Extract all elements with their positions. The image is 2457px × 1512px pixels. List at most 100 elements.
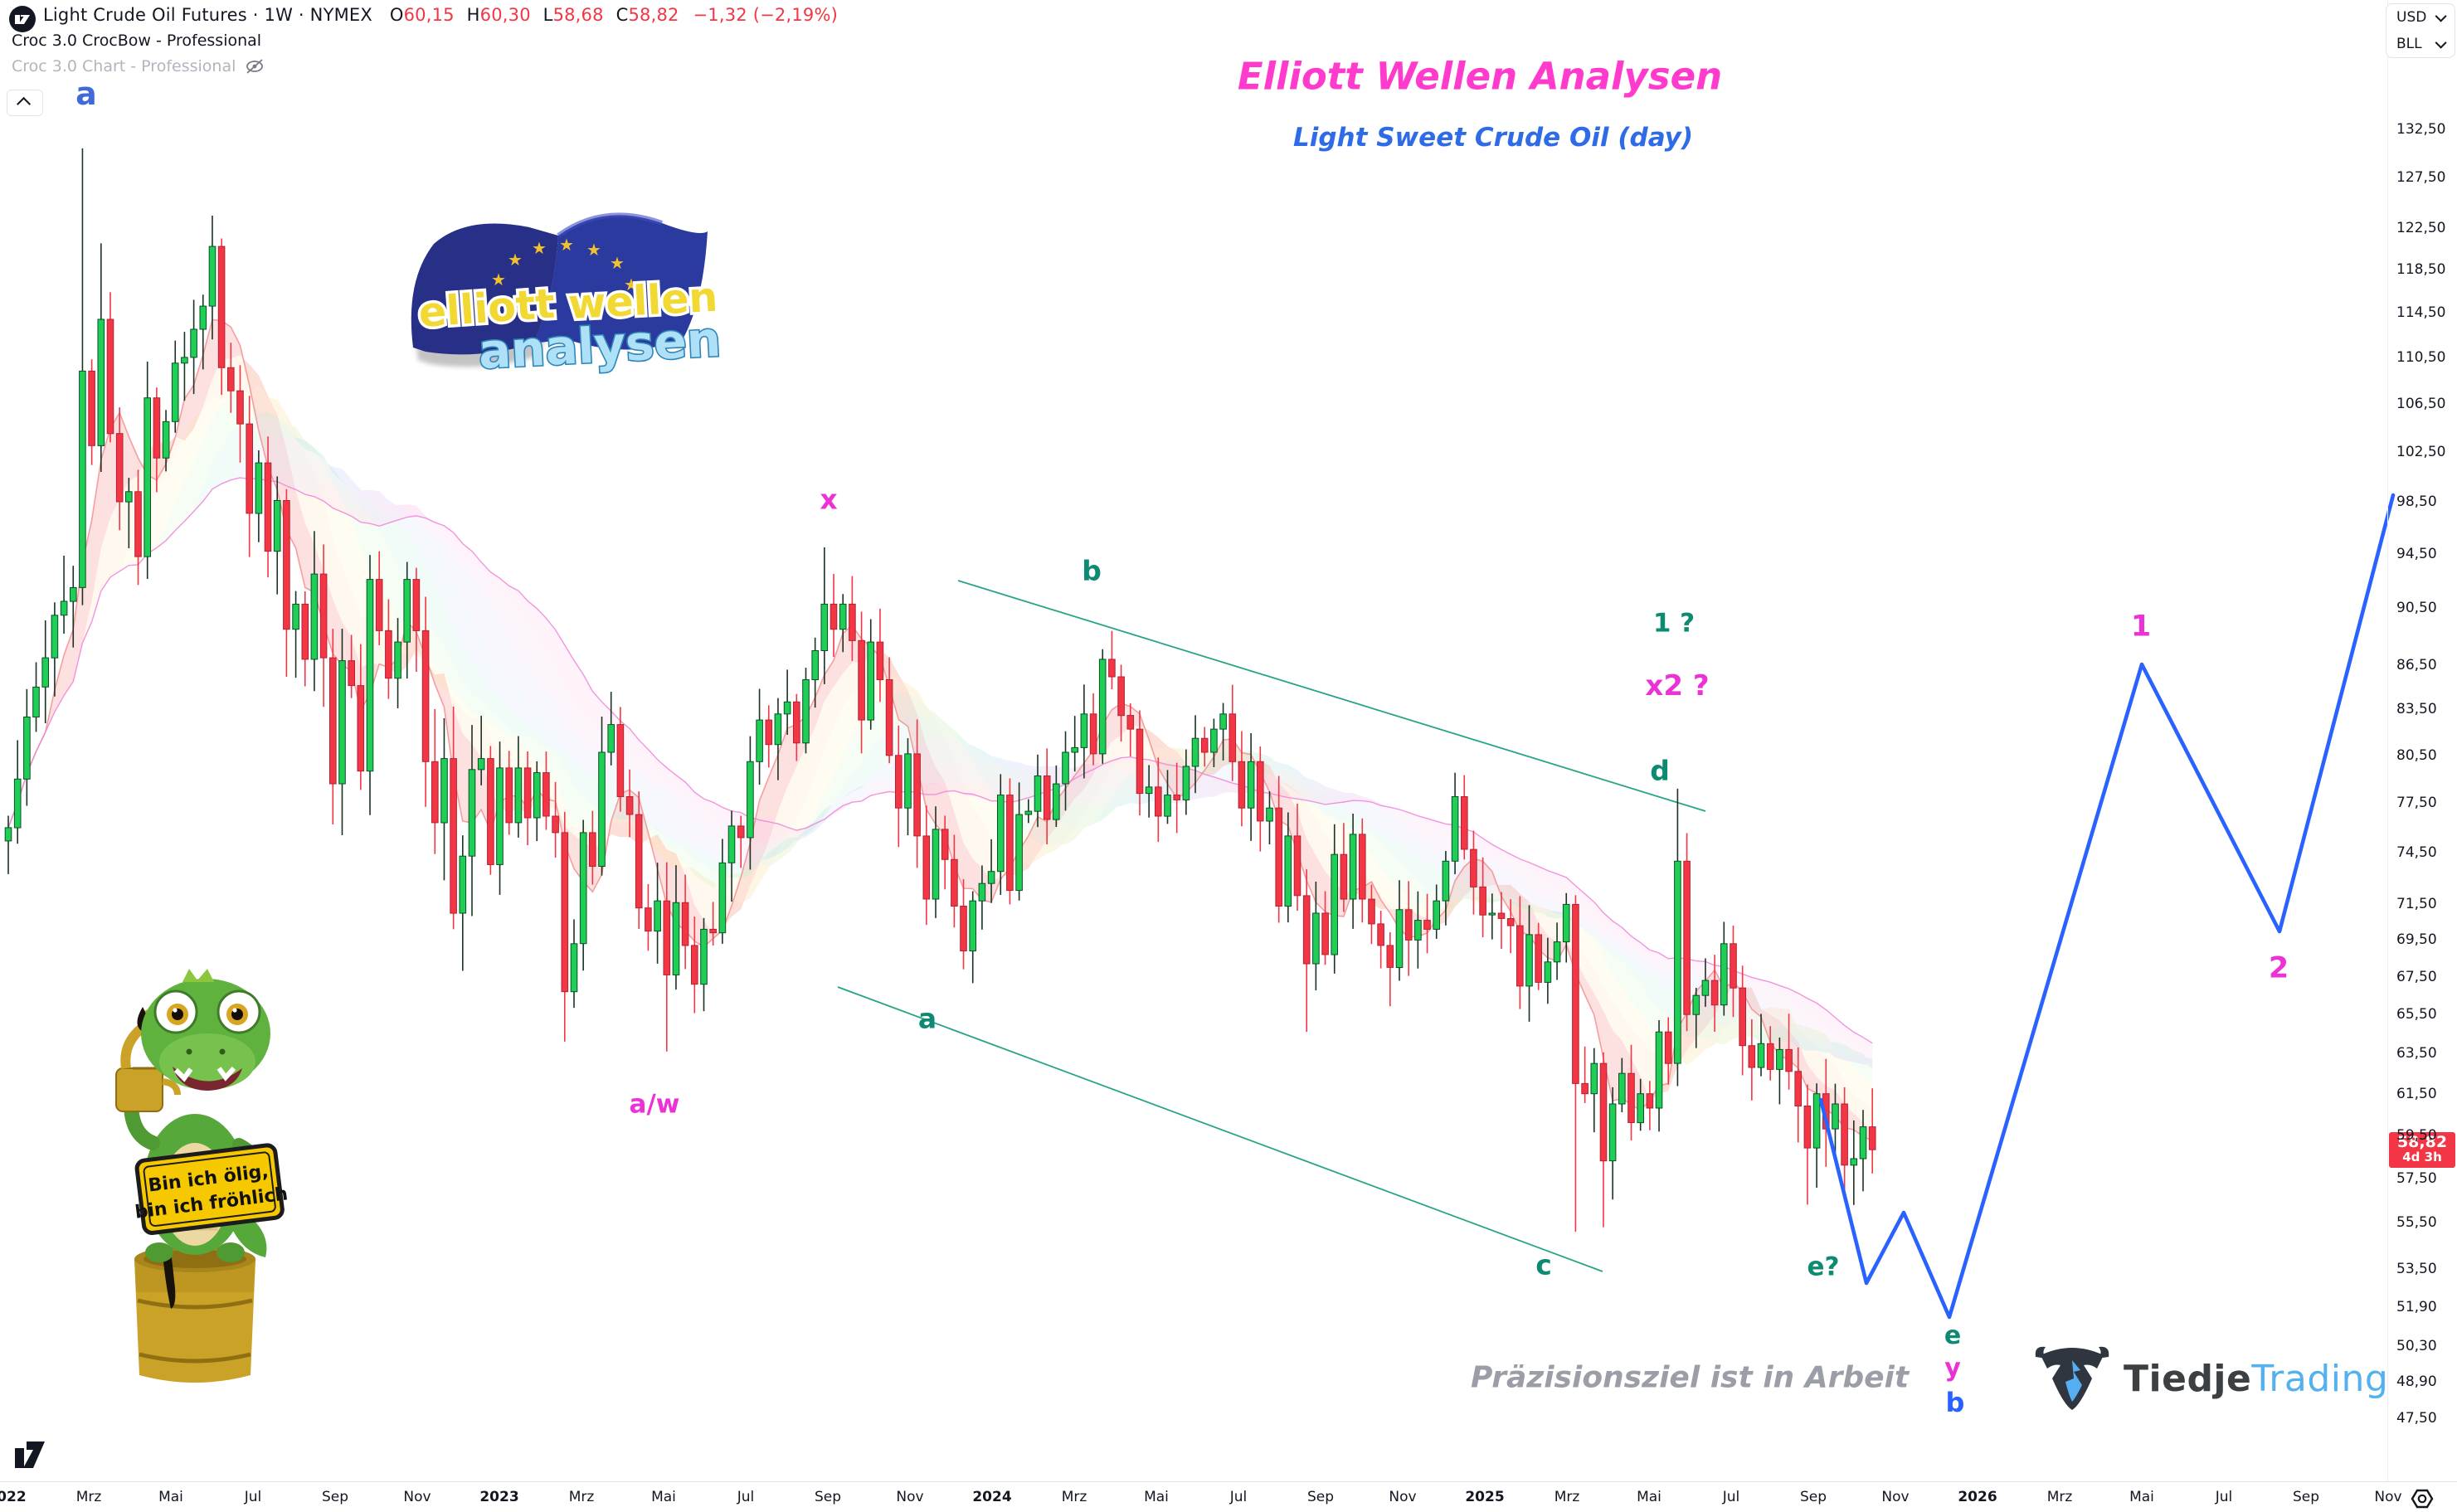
time-axis-label[interactable]: Sep xyxy=(321,1489,349,1505)
time-axis-label[interactable]: Sep xyxy=(1799,1489,1827,1505)
indicator-crocbow-label[interactable]: Croc 3.0 CrocBow - Professional xyxy=(12,32,262,50)
unit-selector[interactable]: BLL xyxy=(2386,31,2455,57)
indicator-chart-label[interactable]: Croc 3.0 Chart - Professional xyxy=(12,57,265,75)
time-axis-label[interactable]: Sep xyxy=(2292,1489,2320,1505)
time-axis-label[interactable]: 2025 xyxy=(1465,1489,1505,1505)
wave-label-b[interactable]: b xyxy=(1082,554,1102,587)
price-axis-label[interactable]: 67,50 xyxy=(2396,968,2437,985)
price-axis-label[interactable]: 114,50 xyxy=(2396,304,2446,322)
mascot-croc-image: Bin ich ölig, bin ich fröhlich xyxy=(83,936,307,1495)
wave-label-e[interactable]: e? xyxy=(1807,1252,1840,1282)
price-axis-label[interactable]: 59,50 xyxy=(2396,1126,2437,1144)
time-axis-label[interactable]: Nov xyxy=(896,1489,924,1505)
change-value: −1,32 (−2,19%) xyxy=(693,5,838,25)
eye-hidden-icon[interactable] xyxy=(244,57,265,75)
price-axis-label[interactable]: 71,50 xyxy=(2396,896,2437,913)
wave-label-a[interactable]: a xyxy=(917,1002,937,1035)
time-axis-label[interactable]: Nov xyxy=(1389,1489,1417,1505)
price-axis-label[interactable]: 55,50 xyxy=(2396,1214,2437,1232)
wave-label-x[interactable]: x xyxy=(820,483,838,516)
price-axis-label[interactable]: 132,50 xyxy=(2396,120,2446,138)
time-axis-label[interactable]: 2026 xyxy=(1958,1489,1997,1505)
time-axis-label[interactable]: Nov xyxy=(403,1489,431,1505)
price-axis-label[interactable]: 90,50 xyxy=(2396,600,2437,617)
tradingview-watermark-icon[interactable] xyxy=(13,1440,53,1470)
price-axis-label[interactable]: 122,50 xyxy=(2396,219,2446,236)
price-axis-label[interactable]: 106,50 xyxy=(2396,395,2446,412)
wave-label-2[interactable]: 2 xyxy=(2268,951,2289,985)
price-axis-label[interactable]: 57,50 xyxy=(2396,1169,2437,1187)
price-axis-label[interactable]: 63,50 xyxy=(2396,1045,2437,1062)
price-axis-label[interactable]: 127,50 xyxy=(2396,169,2446,187)
svg-text:★: ★ xyxy=(610,253,625,273)
price-axis-label[interactable]: 94,50 xyxy=(2396,545,2437,562)
time-axis-label[interactable]: Sep xyxy=(814,1489,842,1505)
price-axis-label[interactable]: 118,50 xyxy=(2396,261,2446,278)
scale-settings-hexagon-icon[interactable] xyxy=(2402,1486,2439,1511)
svg-text:★: ★ xyxy=(624,275,639,294)
wave-label-b[interactable]: b xyxy=(1945,1387,1965,1418)
currency-unit-panel: USD BLL xyxy=(2386,3,2455,58)
price-axis-label[interactable]: 102,50 xyxy=(2396,443,2446,460)
time-axis-label[interactable]: Jul xyxy=(737,1489,755,1505)
time-axis-label[interactable]: 2023 xyxy=(479,1489,519,1505)
time-axis-label[interactable]: Jul xyxy=(1722,1489,1740,1505)
price-axis-label[interactable]: 69,50 xyxy=(2396,931,2437,949)
time-axis-label[interactable]: Mai xyxy=(2129,1489,2154,1505)
price-axis-label[interactable]: 51,90 xyxy=(2396,1298,2437,1315)
time-axis-label[interactable]: Nov xyxy=(1881,1489,1910,1505)
time-axis-label[interactable]: 2022 xyxy=(0,1489,27,1505)
time-axis-label[interactable]: Mai xyxy=(1637,1489,1662,1505)
price-axis-label[interactable]: 74,50 xyxy=(2396,844,2437,862)
oil-barrel xyxy=(134,1246,279,1495)
symbol-title[interactable]: Light Crude Oil Futures · 1W · NYMEX xyxy=(43,5,372,25)
bar-countdown: 4d 3h xyxy=(2402,1150,2442,1165)
chevron-down-icon xyxy=(2435,36,2447,49)
wave-label-c[interactable]: c xyxy=(1535,1248,1552,1281)
wave-label-e[interactable]: e xyxy=(1944,1321,1962,1350)
mascot-sign: Bin ich ölig, bin ich fröhlich xyxy=(134,1143,289,1235)
time-axis-label[interactable]: Mai xyxy=(158,1489,183,1505)
time-axis-label[interactable]: Mrz xyxy=(1061,1489,1087,1505)
time-axis-label[interactable]: Mai xyxy=(651,1489,676,1505)
price-axis-label[interactable]: 47,50 xyxy=(2396,1409,2437,1427)
time-axis-label[interactable]: Mrz xyxy=(568,1489,595,1505)
symbol-header[interactable]: Light Crude Oil Futures · 1W · NYMEX O60… xyxy=(43,5,838,25)
collapse-panel-button[interactable] xyxy=(7,90,43,116)
wave-label-a[interactable]: a xyxy=(75,75,97,112)
price-axis-label[interactable]: 83,50 xyxy=(2396,701,2437,718)
time-axis-label[interactable]: Jul xyxy=(244,1489,262,1505)
channel-trendlines[interactable] xyxy=(837,580,1706,1272)
wave-label-1[interactable]: 1 xyxy=(2130,610,2152,644)
elliott-wellen-analysen-logo: ★ ★ ★ ★ ★ ★ ★ ★ ★ elliott wellen analysen xyxy=(388,186,728,385)
price-axis-label[interactable]: 48,90 xyxy=(2396,1373,2437,1390)
tiedjetrading-logo[interactable]: TiedjeTrading xyxy=(2032,1342,2388,1415)
price-axis-label[interactable]: 65,50 xyxy=(2396,1006,2437,1023)
price-axis-label[interactable]: 98,50 xyxy=(2396,493,2437,511)
time-axis-label[interactable]: Mrz xyxy=(2046,1489,2073,1505)
time-axis-label[interactable]: Jul xyxy=(2215,1489,2233,1505)
price-axis-label[interactable]: 80,50 xyxy=(2396,746,2437,764)
price-axis-label[interactable]: 61,50 xyxy=(2396,1085,2437,1102)
price-axis-label[interactable]: 77,50 xyxy=(2396,795,2437,812)
price-axis-label[interactable]: 110,50 xyxy=(2396,348,2446,366)
currency-selector[interactable]: USD xyxy=(2386,4,2455,31)
time-axis-label[interactable]: Jul xyxy=(1229,1489,1248,1505)
wave-label-aw[interactable]: a/w xyxy=(629,1089,680,1120)
price-axis-label[interactable]: 86,50 xyxy=(2396,656,2437,673)
wave-label-1[interactable]: 1 ? xyxy=(1652,608,1696,639)
elliott-projection-line[interactable] xyxy=(1818,493,2396,1320)
time-axis-label[interactable]: Nov xyxy=(2374,1489,2402,1505)
wave-label-x2[interactable]: x2 ? xyxy=(1645,669,1710,703)
time-axis-label[interactable]: Mrz xyxy=(1554,1489,1580,1505)
price-axis-label[interactable]: 53,50 xyxy=(2396,1260,2437,1277)
wave-label-y[interactable]: y xyxy=(1944,1354,1961,1383)
price-axis-label[interactable]: 50,30 xyxy=(2396,1338,2437,1355)
time-axis-label[interactable]: Mrz xyxy=(75,1489,102,1505)
time-axis-label[interactable]: Mai xyxy=(1144,1489,1169,1505)
tradingview-logo-icon[interactable] xyxy=(8,5,38,35)
time-axis-label[interactable]: 2024 xyxy=(972,1489,1012,1505)
time-axis-label[interactable]: Sep xyxy=(1306,1489,1335,1505)
wave-label-d[interactable]: d xyxy=(1650,754,1670,787)
